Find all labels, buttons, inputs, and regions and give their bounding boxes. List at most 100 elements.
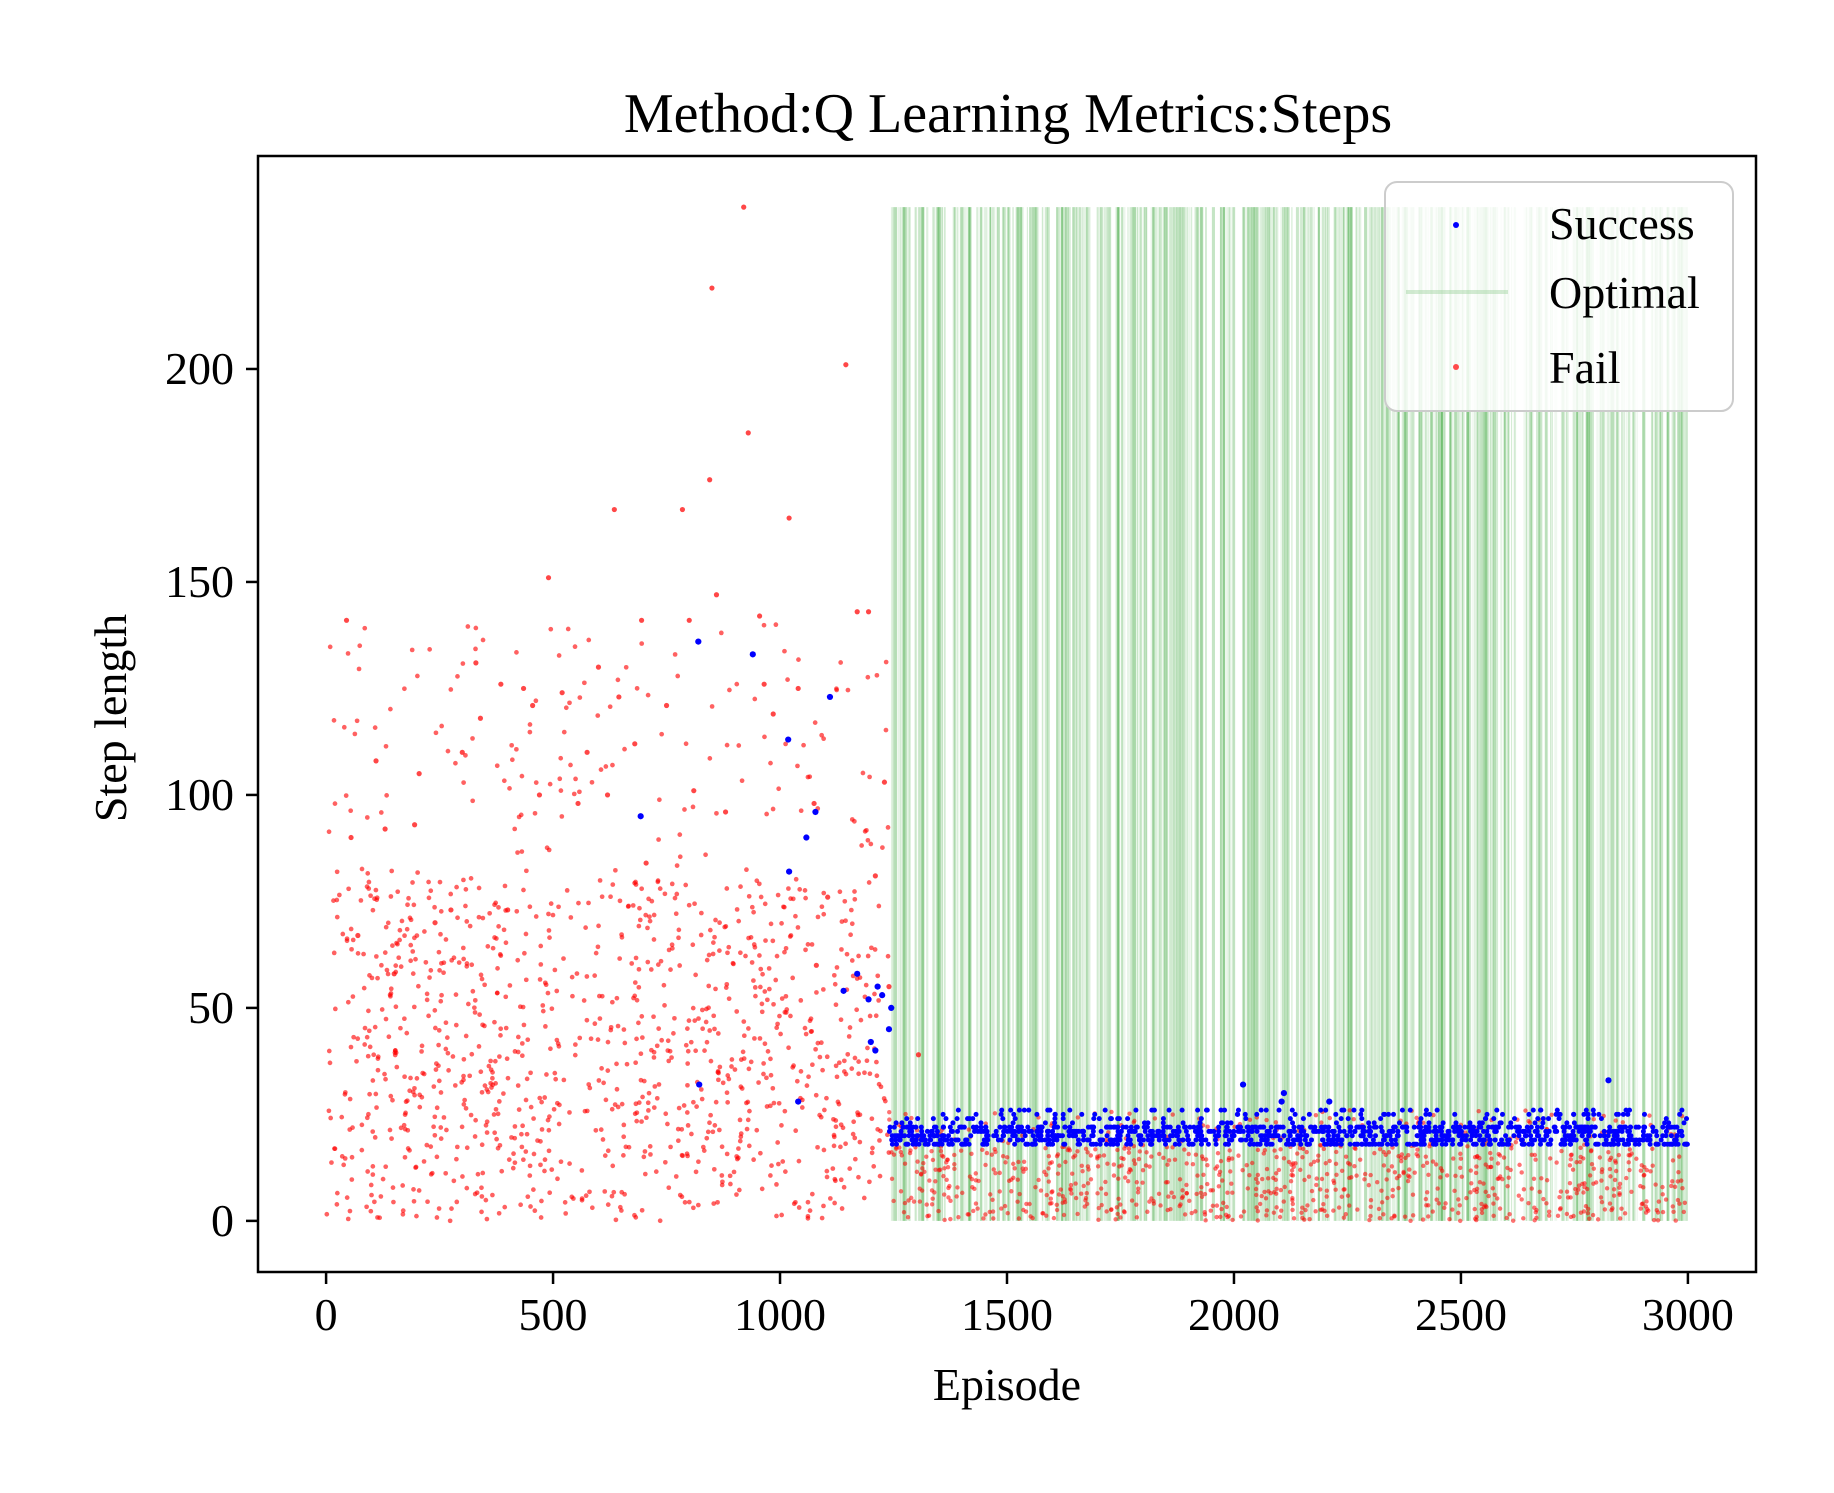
fail-point-1010 (690, 1005, 696, 1011)
fail-point-120 (365, 1169, 371, 1174)
success-point-259 (1620, 1111, 1626, 1117)
fail-point-1522 (1205, 1162, 1210, 1168)
fail-point-1316 (929, 1148, 934, 1154)
fail-point-1455 (1426, 1172, 1431, 1178)
fail-point-135 (814, 990, 819, 995)
fail-point-252 (711, 940, 716, 945)
fail-point-89 (443, 937, 449, 942)
fail-point-904 (674, 891, 680, 897)
fail-point-1646 (1103, 1191, 1109, 1197)
success-point-1166 (1486, 1141, 1492, 1147)
fail-point-1534 (903, 1111, 908, 1117)
fail-point-191 (332, 1006, 338, 1012)
fail-point-499 (657, 886, 663, 891)
fail-point-2025 (1627, 1167, 1632, 1173)
success-point-1171 (1160, 1120, 1166, 1126)
fail-point-223 (867, 1071, 873, 1077)
success-point-441 (1218, 1107, 1224, 1113)
fail-point-1968 (1381, 1163, 1387, 1168)
success-point-862 (1195, 1107, 1201, 1113)
success-point-719 (1625, 1137, 1631, 1143)
fail-point-1184 (573, 776, 578, 782)
success-point-910 (1654, 1133, 1660, 1139)
fail-point-207 (480, 915, 486, 921)
fail-point-1117 (547, 781, 553, 787)
fail-point-1698 (1050, 1189, 1055, 1194)
fail-point-333 (843, 918, 848, 924)
fail-point-2036 (1452, 1188, 1457, 1194)
success-point-74 (1248, 1137, 1254, 1143)
fail-point-1406 (1574, 1160, 1579, 1165)
fail-point-1561 (1216, 1184, 1222, 1189)
success-point-1079 (1257, 1124, 1263, 1130)
fail-point-532 (374, 1105, 379, 1110)
fail-point-648 (432, 904, 437, 910)
fail-point-1240 (565, 626, 571, 632)
fail-point-1250 (362, 1042, 368, 1047)
fail-point-1017 (426, 879, 431, 885)
fail-point-126 (833, 1063, 839, 1069)
success-point-892 (1508, 1124, 1514, 1130)
success-point-758 (1407, 1107, 1413, 1113)
success-point-476 (1264, 1137, 1270, 1143)
success-point-1107 (1160, 1128, 1166, 1134)
success-point-279 (1349, 1133, 1355, 1139)
success-point-538 (1459, 1137, 1465, 1143)
fail-point-1267 (1343, 1211, 1348, 1217)
fail-point-1418 (1415, 1154, 1421, 1159)
fail-point-20 (575, 800, 581, 807)
success-point-237 (1133, 1107, 1139, 1113)
success-point-378 (1015, 1124, 1021, 1130)
fail-point-1718 (1585, 1206, 1591, 1212)
fail-point-531 (487, 910, 493, 916)
fail-point-1140 (756, 881, 762, 887)
fail-point-4 (382, 826, 388, 832)
fail-point-200 (758, 966, 764, 972)
success-point-28 (1337, 1128, 1343, 1134)
success-point-1078 (1417, 1120, 1423, 1126)
fail-point-1963 (1331, 1208, 1336, 1213)
success-point-1074 (1469, 1124, 1475, 1130)
fail-point-831 (491, 1112, 497, 1117)
fail-point-107 (362, 625, 368, 631)
fail-point-1520 (1554, 1160, 1559, 1165)
fail-point-1093 (568, 915, 574, 920)
fail-point-733 (727, 687, 732, 693)
fail-point-370 (371, 1052, 377, 1058)
fail-point-765 (595, 1037, 601, 1042)
fail-point-1119 (738, 884, 743, 889)
fail-point-1031 (707, 1120, 712, 1126)
fail-point-2151 (1229, 1181, 1234, 1186)
fail-point-314 (502, 883, 508, 889)
fail-point-1767 (1177, 1177, 1183, 1182)
fail-point-1307 (1372, 1150, 1377, 1156)
fail-point-1192 (831, 1134, 837, 1140)
fail-point-495 (759, 1001, 765, 1007)
fail-point-1995 (983, 1121, 988, 1126)
fail-point-1982 (1060, 1200, 1065, 1205)
fail-point-503 (692, 1018, 698, 1023)
fail-point-2143 (1274, 1186, 1279, 1191)
fail-point-955 (758, 984, 763, 990)
success-point-1112 (1654, 1141, 1660, 1147)
fail-point-351 (864, 1058, 870, 1064)
fail-point-1697 (1056, 1192, 1062, 1197)
fail-point-1336 (1132, 1161, 1138, 1167)
fail-point-1908 (891, 1198, 896, 1204)
success-point-856 (980, 1141, 986, 1147)
fail-point-891 (438, 1125, 444, 1130)
fail-point-1174 (872, 991, 877, 997)
fail-point-172 (615, 677, 621, 683)
fail-point-275 (404, 1030, 410, 1036)
fail-point-2056 (1442, 1205, 1447, 1210)
fail-point-1181 (554, 988, 560, 994)
fail-point-1467 (1247, 1172, 1252, 1178)
fail-point-1762 (1570, 1167, 1576, 1172)
fail-point-151 (869, 945, 874, 951)
fail-point-1958 (1438, 1166, 1444, 1171)
fail-point-788 (629, 961, 635, 966)
fail-point-1525 (1479, 1210, 1485, 1216)
fail-point-2137 (1126, 1150, 1132, 1155)
fail-point-1367 (1444, 1173, 1450, 1178)
fail-point-707 (398, 964, 404, 969)
